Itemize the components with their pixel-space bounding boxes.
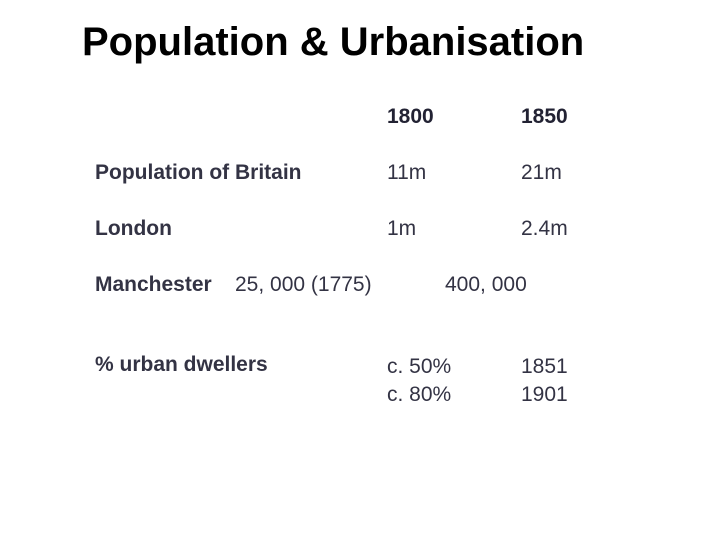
value-pop-britain-1850: 21m [495,161,635,185]
row-manchester: Manchester 25, 000 (1775) 400, 000 [95,273,720,297]
urban-a-line1: c. 50% [387,353,495,381]
data-table: 1800 1850 Population of Britain 11m 21m … [95,105,720,410]
slide: Population & Urbanisation 1800 1850 Popu… [0,0,720,540]
header-1800: 1800 [315,105,495,129]
table-header-row: 1800 1850 [95,105,720,129]
value-pop-britain-1800: 11m [315,161,495,185]
urban-b-line1: 1851 [521,353,635,381]
value-manchester-1775: 25, 000 (1775) [235,273,445,297]
label-urban-dwellers: % urban dwellers [95,353,315,377]
row-population-britain: Population of Britain 11m 21m [95,161,720,185]
label-manchester: Manchester [95,273,235,297]
value-london-1800: 1m [315,217,495,241]
value-manchester-1850: 400, 000 [445,273,585,297]
value-urban-year: 1851 1901 [495,353,635,410]
urban-b-line2: 1901 [521,381,635,409]
value-urban-percent: c. 50% c. 80% [315,353,495,410]
label-population-britain: Population of Britain [95,161,315,185]
urban-a-line2: c. 80% [387,381,495,409]
slide-title: Population & Urbanisation [82,20,720,65]
row-urban-dwellers: % urban dwellers c. 50% c. 80% 1851 1901 [95,353,720,410]
value-london-1850: 2.4m [495,217,635,241]
label-london: London [95,217,315,241]
row-london: London 1m 2.4m [95,217,720,241]
header-1850: 1850 [495,105,635,129]
